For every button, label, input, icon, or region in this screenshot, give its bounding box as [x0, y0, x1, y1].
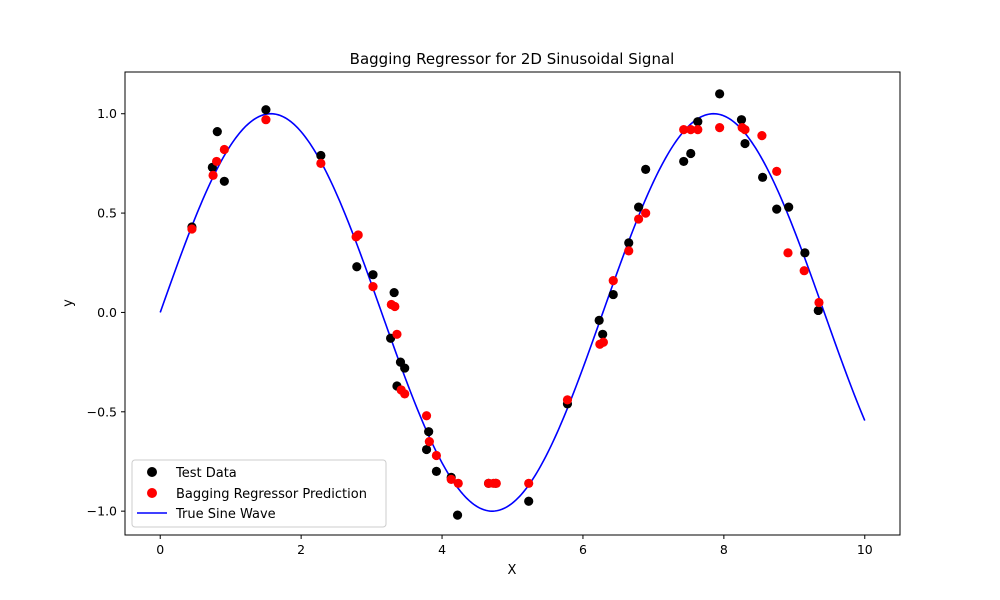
- test-data-point: [452, 510, 463, 520]
- test-data-point: [219, 176, 229, 186]
- prediction-point: [598, 337, 608, 347]
- x-axis: 0 2 4 6 8 10: [156, 535, 873, 557]
- legend-label-true-sine: True Sine Wave: [175, 507, 276, 522]
- test-data-point: [421, 444, 432, 455]
- test-data-point: [368, 270, 378, 280]
- legend-label-prediction: Bagging Regressor Prediction: [176, 487, 367, 502]
- test-data-point: [758, 172, 768, 182]
- legend-label-test-data: Test Data: [175, 466, 237, 481]
- chart-title: Bagging Regressor for 2D Sinusoidal Sign…: [350, 50, 675, 68]
- y-tick-label: 0.5: [97, 206, 117, 221]
- plot-area: [159, 89, 866, 520]
- y-tick-label: 0.0: [97, 305, 117, 320]
- y-tick-label: −0.5: [87, 404, 117, 419]
- prediction-point: [524, 478, 534, 488]
- x-tick-label: 10: [857, 542, 873, 557]
- test-data-point: [316, 150, 326, 161]
- test-data-point: [400, 363, 410, 373]
- prediction-point: [368, 282, 378, 292]
- prediction-point: [799, 266, 809, 276]
- x-tick-label: 0: [156, 542, 164, 557]
- test-data-point: [431, 466, 442, 477]
- test-data-point: [715, 89, 725, 99]
- prediction-point: [715, 123, 725, 133]
- x-tick-label: 4: [438, 542, 446, 557]
- prediction-point: [641, 208, 651, 218]
- axes-frame: [124, 71, 901, 536]
- series-line-true-sine: [159, 112, 866, 512]
- test-data-point: [800, 248, 810, 258]
- test-data-point: [686, 148, 696, 159]
- prediction-point: [634, 214, 644, 224]
- legend-box: [131, 459, 387, 528]
- prediction-point: [783, 248, 793, 258]
- prediction-point: [353, 230, 363, 240]
- test-data-point: [524, 496, 534, 506]
- prediction-point: [686, 125, 696, 135]
- test-data-point: [634, 202, 644, 212]
- prediction-point: [693, 125, 703, 135]
- y-axis-label: y: [61, 299, 76, 307]
- legend-marker-test-data: [147, 467, 157, 477]
- test-data-point: [261, 105, 271, 115]
- prediction-point: [316, 158, 326, 169]
- prediction-point: [562, 395, 573, 405]
- prediction-point: [219, 144, 229, 155]
- legend: Test Data Bagging Regressor Prediction T…: [131, 459, 387, 528]
- prediction-point: [608, 276, 618, 286]
- prediction-point: [431, 450, 442, 461]
- prediction-point: [491, 478, 501, 488]
- prediction-point: [424, 437, 434, 447]
- test-data-point: [352, 262, 362, 272]
- test-data-point: [679, 156, 689, 167]
- prediction-point: [740, 125, 750, 135]
- y-axis: −1.0 −0.5 0.0 0.5 1.0: [87, 106, 125, 519]
- prediction-point: [211, 156, 222, 167]
- prediction-point: [208, 170, 218, 180]
- test-data-point: [424, 427, 434, 437]
- y-tick-label: −1.0: [87, 504, 117, 519]
- x-tick-label: 8: [720, 542, 728, 557]
- x-axis-label: X: [508, 563, 517, 578]
- test-data-point: [813, 305, 823, 316]
- x-tick-label: 2: [297, 542, 305, 557]
- prediction-point: [390, 301, 400, 312]
- test-data-point: [784, 202, 794, 212]
- test-data-point: [641, 164, 651, 174]
- test-data-point: [736, 115, 747, 125]
- prediction-point: [757, 130, 767, 141]
- prediction-point: [772, 166, 782, 176]
- test-data-point: [740, 138, 750, 149]
- test-data-point: [212, 127, 222, 137]
- test-data-point: [598, 329, 608, 339]
- y-tick-label: 1.0: [97, 106, 117, 121]
- prediction-point: [392, 329, 402, 339]
- prediction-point: [400, 389, 410, 399]
- prediction-point: [446, 474, 456, 484]
- prediction-point: [453, 478, 463, 488]
- prediction-point: [814, 297, 824, 308]
- test-data-point: [693, 117, 703, 127]
- x-tick-label: 6: [579, 542, 587, 557]
- prediction-point: [261, 115, 271, 125]
- test-data-point: [389, 287, 399, 298]
- legend-marker-prediction: [147, 488, 157, 498]
- prediction-point: [679, 125, 689, 135]
- prediction-point: [187, 224, 197, 234]
- prediction-point: [421, 411, 432, 421]
- test-data-point: [772, 204, 782, 214]
- test-data-point: [594, 315, 604, 325]
- test-data-point: [624, 238, 634, 248]
- prediction-point: [624, 246, 634, 256]
- test-data-point: [608, 289, 618, 300]
